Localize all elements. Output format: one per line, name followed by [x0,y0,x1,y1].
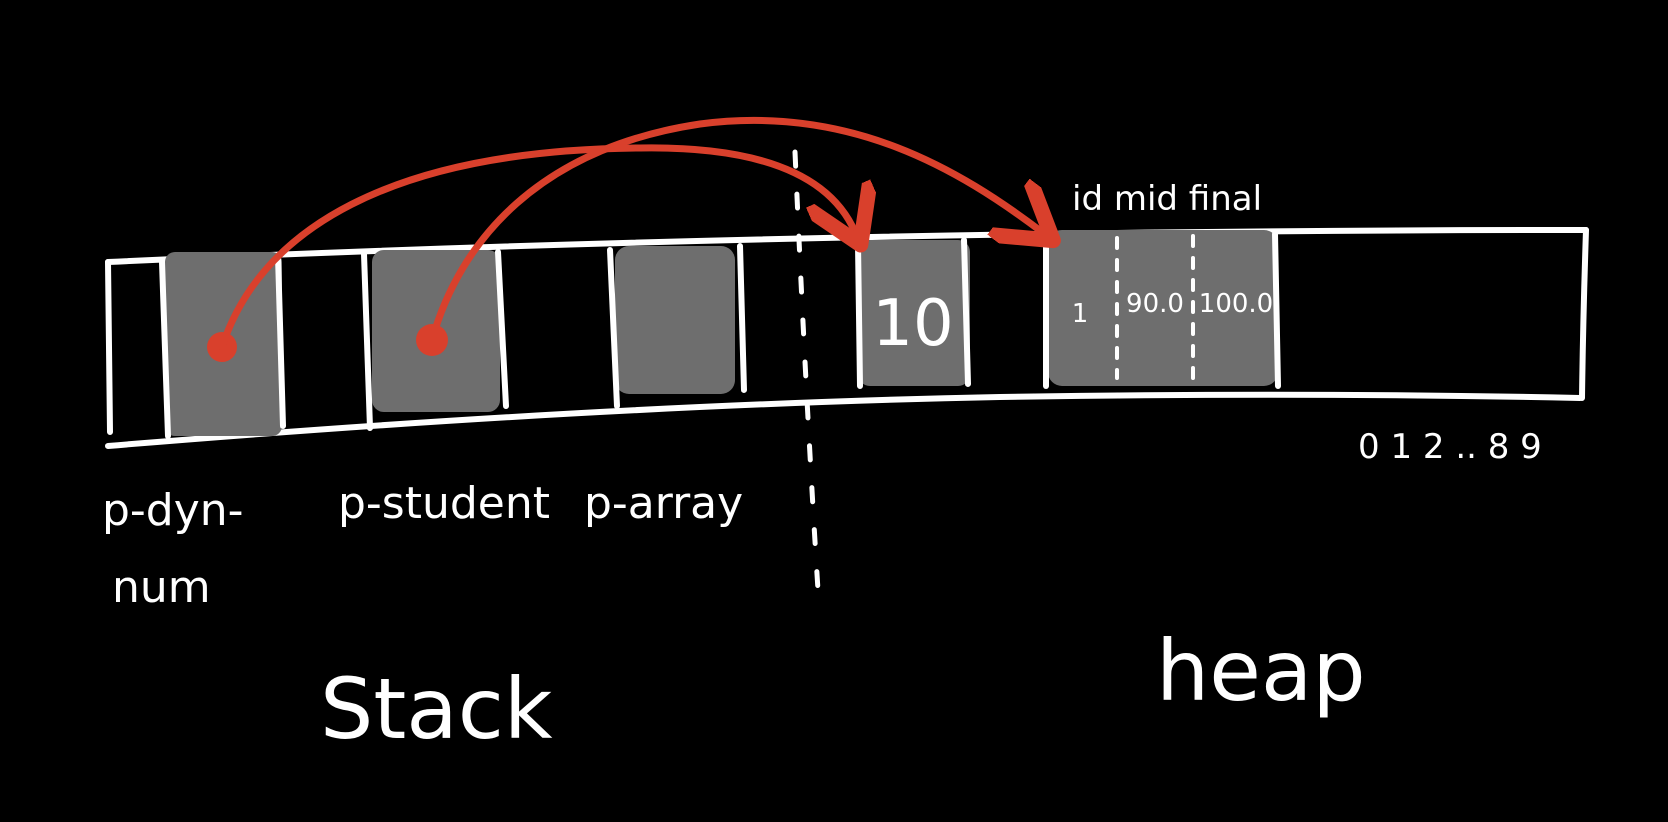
heap-cell-student [1048,230,1278,386]
label-p-dyn-num: p-dyn- [102,485,244,536]
heap-cell-int [858,240,970,386]
label-p-dyn-num-line2: num [112,562,211,613]
student-final-value: 100.0 [1199,289,1273,319]
cell-dividers [159,231,1281,439]
stack-region-title: Stack [320,660,553,758]
filled-cells [165,230,1278,436]
stack-cell-p-array [615,246,735,394]
heap-region-title: heap [1156,622,1366,720]
stack-heap-boundary [792,149,821,593]
student-mid-value: 90.0 [1126,289,1184,319]
student-fields-header: id mid final [1072,179,1262,219]
array-index-labels: 0 1 2 .. 8 9 [1358,427,1542,467]
heap-int-value: 10 [872,287,953,361]
memory-strip [105,227,1589,449]
pointer-arrow-p-dyn-num [218,144,855,351]
student-id-value: 1 [1072,299,1089,329]
label-p-student: p-student [338,478,550,529]
pointer-arrow-p-student [428,116,1042,344]
pointer-arrows [207,116,1042,362]
label-p-array: p-array [584,478,743,529]
student-field-separators [1115,234,1195,380]
